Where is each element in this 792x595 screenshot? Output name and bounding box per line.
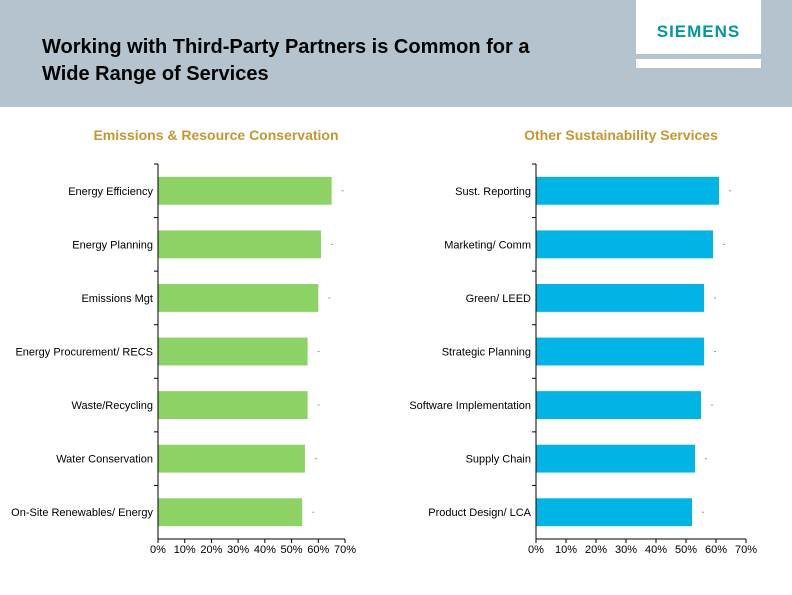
logo-background: [636, 0, 761, 54]
emissions-category-label: On-Site Renewables/ Energy: [11, 507, 153, 519]
slide-title-line-2: Wide Range of Services: [42, 63, 269, 85]
emissions-x-tick-label: 70%: [334, 544, 356, 556]
other-services-x-tick-label: 0%: [528, 544, 544, 556]
emissions-category-label: Energy Efficiency: [68, 186, 153, 198]
emissions-x-tick-label: 20%: [200, 544, 222, 556]
other-services-bar: [536, 337, 704, 366]
other-services-chart-title: Other Sustainability Services: [524, 127, 718, 143]
emissions-bar: [158, 498, 303, 527]
emissions-x-tick-label: 60%: [307, 544, 329, 556]
emissions-category-label: Emissions Mgt: [81, 293, 153, 305]
other-services-x-tick-label: 20%: [585, 544, 607, 556]
emissions-x-tick-label: 0%: [150, 544, 166, 556]
other-services-bar: [536, 284, 704, 312]
other-services-x-tick-label: 10%: [555, 544, 577, 556]
emissions-x-tick-label: 50%: [281, 544, 303, 556]
other-services-bar: [536, 391, 701, 419]
other-services-bar: [536, 230, 713, 259]
other-services-category-label: Green/ LEED: [466, 293, 531, 305]
other-services-category-label: Marketing/ Comm: [444, 239, 531, 251]
emissions-category-label: Water Conservation: [56, 454, 153, 466]
other-services-category-label: Software Implementation: [409, 400, 531, 412]
other-services-x-tick-label: 30%: [615, 544, 637, 556]
emissions-category-label: Energy Planning: [72, 239, 153, 251]
slide-title-line-1: Working with Third-Party Partners is Com…: [42, 36, 530, 58]
other-services-x-tick-label: 40%: [645, 544, 667, 556]
other-services-bar: [536, 176, 719, 205]
other-services-bar: [536, 444, 695, 473]
emissions-bar: [158, 230, 321, 259]
emissions-category-label: Waste/Recycling: [71, 400, 153, 412]
emissions-bar: [158, 337, 308, 366]
other-services-x-tick-label: 60%: [705, 544, 727, 556]
other-services-x-tick-label: 50%: [675, 544, 697, 556]
emissions-x-tick-label: 40%: [254, 544, 276, 556]
emissions-x-tick-label: 10%: [174, 544, 196, 556]
other-services-category-label: Strategic Planning: [442, 347, 531, 359]
slide-title: Working with Third-Party Partners is Com…: [42, 34, 622, 88]
emissions-category-label: Energy Procurement/ RECS: [15, 347, 153, 359]
other-services-x-tick-label: 70%: [735, 544, 757, 556]
siemens-logo: SIEMENS: [656, 22, 741, 41]
logo-underline: [636, 59, 761, 68]
emissions-bar: [158, 444, 305, 473]
emissions-bar: [158, 391, 308, 419]
other-services-category-label: Sust. Reporting: [455, 186, 531, 198]
other-services-bar: [536, 498, 692, 527]
emissions-bar: [158, 176, 332, 205]
emissions-x-tick-label: 30%: [227, 544, 249, 556]
other-services-category-label: Product Design/ LCA: [428, 507, 531, 519]
emissions-chart-title: Emissions & Resource Conservation: [93, 127, 338, 143]
other-services-category-label: Supply Chain: [466, 454, 531, 466]
emissions-bar: [158, 284, 319, 312]
